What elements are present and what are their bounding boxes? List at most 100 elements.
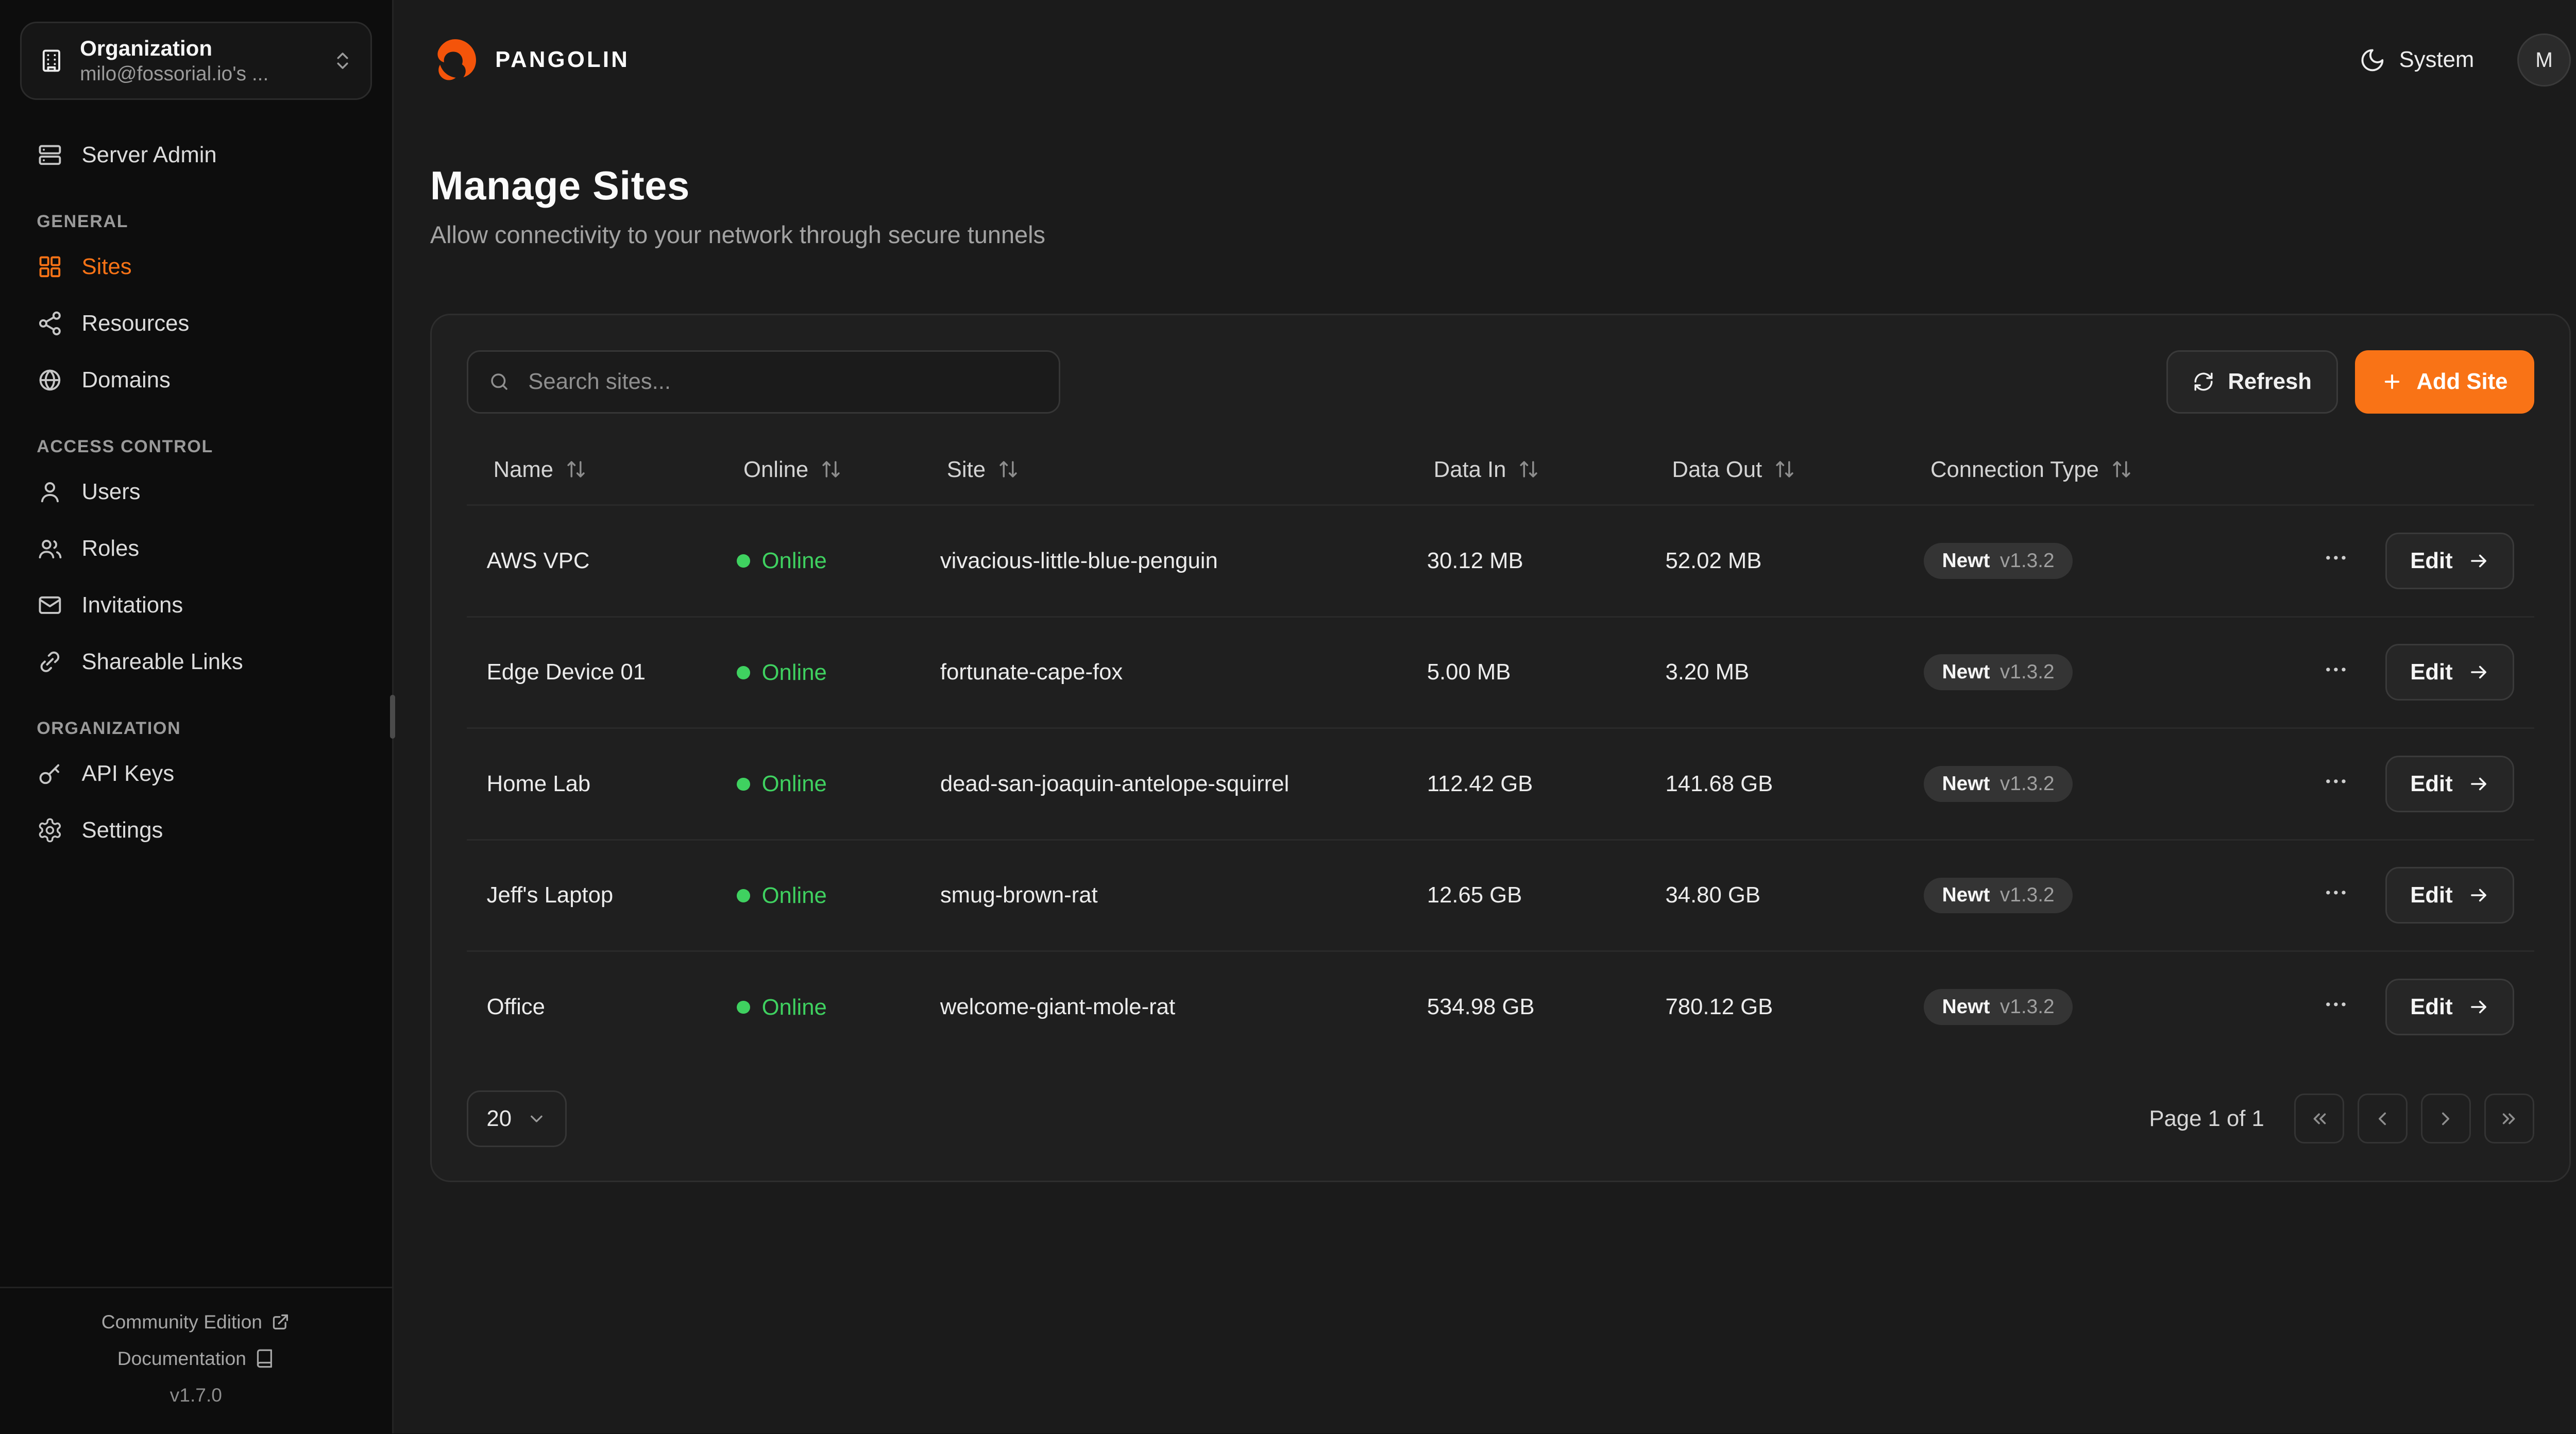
ellipsis-icon bbox=[2326, 668, 2346, 672]
column-header-actions bbox=[2267, 435, 2534, 506]
row-menu-button[interactable] bbox=[2316, 984, 2356, 1030]
page-size-select[interactable]: 20 bbox=[466, 1090, 567, 1147]
ellipsis-icon bbox=[2326, 1002, 2346, 1006]
column-header-site[interactable]: Site bbox=[920, 435, 1407, 506]
table-row: Edge Device 01 Online fortunate-cape-fox… bbox=[466, 617, 2534, 729]
sidebar-nav: Server Admin GENERAL Sites Resources Dom… bbox=[0, 100, 392, 859]
external-link-icon bbox=[273, 1314, 289, 1329]
arrow-right-icon bbox=[2470, 777, 2486, 791]
arrow-right-icon bbox=[2470, 666, 2486, 679]
chevron-down-icon bbox=[531, 1116, 543, 1123]
sidebar-item-resources[interactable]: Resources bbox=[0, 295, 392, 352]
chevrons-left-icon bbox=[2313, 1113, 2326, 1124]
column-header-data-in[interactable]: Data In bbox=[1406, 435, 1646, 506]
key-icon bbox=[39, 764, 60, 784]
column-header-data-out[interactable]: Data Out bbox=[1645, 435, 1904, 506]
sidebar-footer: Community Edition Documentation v1.7.0 bbox=[0, 1287, 392, 1433]
online-label: Online bbox=[761, 994, 827, 1020]
table-row: AWS VPC Online vivacious-little-blue-pen… bbox=[466, 505, 2534, 618]
sidebar-item-domains[interactable]: Domains bbox=[0, 352, 392, 408]
previous-page-button[interactable] bbox=[2357, 1094, 2408, 1144]
row-menu-button[interactable] bbox=[2316, 761, 2356, 807]
connection-version: v1.3.2 bbox=[1999, 884, 2055, 907]
table-row: Office Online welcome-giant-mole-rat 534… bbox=[467, 951, 2534, 1062]
online-status: Online bbox=[737, 660, 827, 686]
column-header-online[interactable]: Online bbox=[717, 435, 920, 506]
edit-button[interactable]: Edit bbox=[2385, 532, 2515, 589]
site-name: Office bbox=[486, 994, 545, 1019]
add-site-button[interactable]: Add Site bbox=[2354, 350, 2534, 414]
column-header-connection-type[interactable]: Connection Type bbox=[1904, 435, 2267, 506]
data-out-value: 34.80 GB bbox=[1645, 840, 1904, 952]
toolbar-actions: Refresh Add Site bbox=[2166, 350, 2534, 414]
user-avatar[interactable]: M bbox=[2517, 33, 2571, 87]
site-slug: welcome-giant-mole-rat bbox=[940, 994, 1176, 1019]
sites-table: Name Online Site Data In Data Out Connec… bbox=[466, 435, 2534, 1062]
row-menu-button[interactable] bbox=[2316, 650, 2356, 695]
edit-button[interactable]: Edit bbox=[2385, 867, 2515, 924]
building-icon bbox=[43, 49, 61, 72]
connection-type-badge: Newt v1.3.2 bbox=[1924, 877, 2073, 914]
sidebar-item-users[interactable]: Users bbox=[0, 464, 392, 520]
theme-toggle-label: System bbox=[2399, 47, 2475, 73]
online-dot-icon bbox=[737, 1000, 750, 1014]
pangolin-logo-icon bbox=[437, 39, 476, 80]
pagination: Page 1 of 1 bbox=[2149, 1094, 2534, 1144]
org-picker[interactable]: Organization milo@fossorial.io's ... bbox=[20, 22, 372, 100]
edit-button[interactable]: Edit bbox=[2385, 755, 2515, 812]
online-label: Online bbox=[761, 771, 827, 797]
row-menu-button[interactable] bbox=[2316, 873, 2356, 918]
online-label: Online bbox=[761, 548, 827, 574]
globe-icon bbox=[39, 369, 61, 391]
page-title: Manage Sites bbox=[430, 164, 690, 209]
edit-button[interactable]: Edit bbox=[2385, 979, 2515, 1036]
online-label: Online bbox=[761, 659, 827, 685]
site-name: Home Lab bbox=[466, 728, 717, 841]
documentation-link[interactable]: Documentation bbox=[0, 1340, 392, 1377]
sidebar-item-roles[interactable]: Roles bbox=[0, 520, 392, 577]
ellipsis-icon bbox=[2326, 891, 2346, 895]
connection-type-badge: Newt v1.3.2 bbox=[1924, 765, 2073, 802]
site-name: AWS VPC bbox=[466, 505, 717, 618]
column-label: Connection Type bbox=[1930, 456, 2099, 482]
next-page-button[interactable] bbox=[2420, 1094, 2471, 1144]
last-page-button[interactable] bbox=[2484, 1094, 2534, 1144]
sidebar-item-server-admin[interactable]: Server Admin bbox=[0, 127, 392, 183]
data-in-value: 5.00 MB bbox=[1406, 617, 1646, 729]
search-input[interactable] bbox=[524, 367, 1039, 397]
data-in-value: 12.65 GB bbox=[1406, 840, 1646, 952]
column-label: Data In bbox=[1433, 456, 1506, 482]
sites-card: Refresh Add Site bbox=[430, 313, 2571, 1182]
sidebar: Organization milo@fossorial.io's ... Ser… bbox=[0, 0, 396, 1433]
column-label: Site bbox=[946, 456, 986, 482]
refresh-button[interactable]: Refresh bbox=[2166, 350, 2338, 414]
grid-icon bbox=[39, 256, 61, 278]
column-header-name[interactable]: Name bbox=[466, 435, 717, 506]
section-label-access-control: ACCESS CONTROL bbox=[37, 436, 213, 456]
section-label-organization: ORGANIZATION bbox=[37, 718, 181, 738]
sort-icon bbox=[567, 461, 585, 478]
data-in-value: 112.42 GB bbox=[1406, 728, 1646, 841]
edit-button[interactable]: Edit bbox=[2385, 644, 2515, 701]
brand[interactable]: PANGOLIN bbox=[430, 35, 630, 85]
sidebar-item-api-keys[interactable]: API Keys bbox=[0, 745, 392, 802]
row-menu-button[interactable] bbox=[2316, 538, 2356, 584]
sidebar-item-shareable-links[interactable]: Shareable Links bbox=[0, 634, 392, 690]
data-out-value: 141.68 GB bbox=[1645, 728, 1904, 841]
chevrons-right-icon bbox=[2503, 1113, 2515, 1124]
documentation-label: Documentation bbox=[117, 1347, 246, 1369]
site-slug: dead-san-joaquin-antelope-squirrel bbox=[920, 728, 1407, 841]
sidebar-item-settings[interactable]: Settings bbox=[0, 802, 392, 859]
table-row: Home Lab Online dead-san-joaquin-antelop… bbox=[466, 728, 2534, 841]
first-page-button[interactable] bbox=[2294, 1094, 2345, 1144]
sidebar-item-sites[interactable]: Sites bbox=[0, 238, 392, 295]
theme-toggle-button[interactable]: System bbox=[2349, 45, 2484, 75]
sidebar-item-invitations[interactable]: Invitations bbox=[0, 577, 392, 634]
community-edition-link[interactable]: Community Edition bbox=[0, 1304, 392, 1340]
connection-type: Newt bbox=[1942, 996, 1990, 1018]
sidebar-resize-handle[interactable] bbox=[390, 695, 396, 739]
refresh-icon bbox=[2194, 372, 2213, 391]
sidebar-item-label: Roles bbox=[81, 535, 140, 561]
gear-icon bbox=[39, 818, 61, 843]
app-version: v1.7.0 bbox=[0, 1377, 392, 1413]
